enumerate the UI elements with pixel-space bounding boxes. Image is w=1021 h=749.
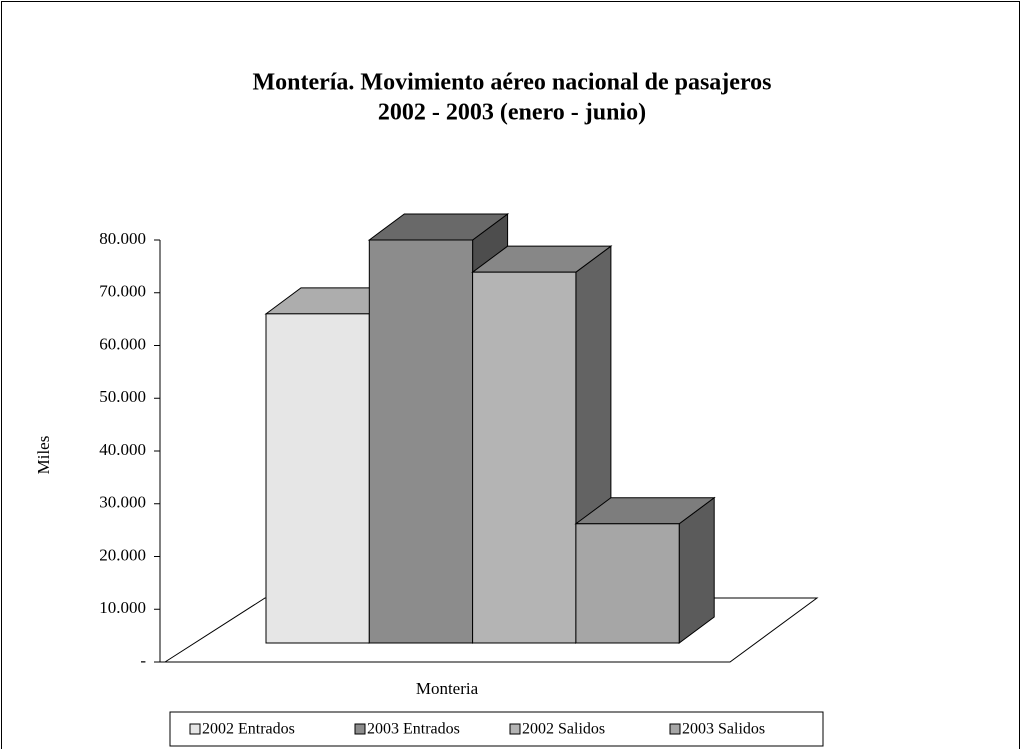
- legend-label: 2003 Salidos: [682, 721, 765, 738]
- y-tick-label: 50.000: [99, 387, 146, 406]
- legend-swatch: [509, 723, 521, 735]
- bar-front: [265, 313, 370, 644]
- y-tick-label: 70.000: [99, 282, 146, 301]
- y-axis-label: Miles: [34, 436, 53, 475]
- y-tick-label: 10.000: [99, 598, 146, 617]
- y-tick-label: 40.000: [99, 440, 146, 459]
- y-tick-label: 30.000: [99, 493, 146, 512]
- chart-subtitle: 2002 - 2003 (enero - junio): [378, 100, 646, 126]
- x-tick-label: Monteria: [416, 679, 479, 698]
- bar-front: [368, 239, 474, 644]
- y-tick-label: 80.000: [99, 229, 146, 248]
- legend-label: 2002 Entrados: [202, 721, 295, 738]
- legend-swatch: [354, 723, 366, 735]
- chart-title: Montería. Movimiento aéreo nacional de p…: [252, 70, 771, 96]
- bar: [574, 496, 716, 644]
- legend-label: 2003 Entrados: [367, 721, 460, 738]
- legend-label: 2002 Salidos: [522, 721, 605, 738]
- y-tick-label: 60.000: [99, 334, 146, 353]
- y-tick-label: 20.000: [99, 545, 146, 564]
- bar-front: [472, 271, 577, 644]
- legend-box: [169, 711, 824, 747]
- legend-swatch: [189, 723, 201, 735]
- legend-swatch: [669, 723, 681, 735]
- bar-front: [575, 523, 680, 644]
- y-tick-label: -: [140, 651, 146, 670]
